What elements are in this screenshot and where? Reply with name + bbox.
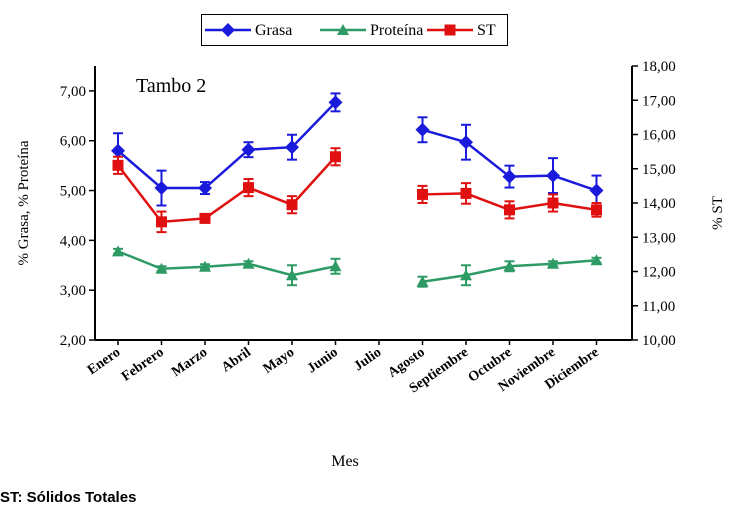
data-point-proteina [112, 245, 124, 257]
chart-annotation: Tambo 2 [136, 75, 206, 97]
data-point-proteina [286, 269, 298, 281]
footnote: ST: Sólidos Totales [0, 489, 137, 506]
x-tick-label: Abril [219, 345, 254, 376]
data-point-st [547, 197, 559, 209]
legend-label-st: ST [477, 22, 496, 39]
left-tick-label: 3,00 [60, 283, 86, 299]
data-point-proteina [547, 257, 559, 269]
data-point-st [591, 204, 602, 216]
right-axis-title: % ST [710, 196, 726, 230]
legend-marker-st [444, 24, 456, 36]
right-tick-label: 12,00 [642, 265, 676, 281]
data-point-proteina [590, 254, 603, 266]
data-point-proteina [242, 257, 255, 269]
data-point-st [330, 151, 341, 163]
data-point-grasa [111, 143, 125, 158]
left-axis-title: % Grasa, % Proteína [16, 140, 32, 265]
x-tick-label: Junio [305, 345, 341, 376]
right-tick-label: 17,00 [642, 93, 676, 109]
right-tick-label: 11,00 [642, 299, 675, 315]
x-tick-label: Enero [85, 345, 123, 378]
data-point-proteina [503, 260, 516, 272]
data-point-st [243, 182, 254, 194]
data-point-st [417, 188, 428, 200]
left-tick-label: 4,00 [60, 233, 86, 249]
data-point-grasa [415, 122, 430, 137]
right-tick-label: 10,00 [642, 333, 676, 349]
x-tick-label: Marzo [169, 345, 210, 380]
series-line-st [117, 155, 337, 224]
data-point-st [199, 212, 211, 224]
legend-label-proteina: Proteína [370, 22, 423, 39]
right-tick-label: 15,00 [642, 162, 676, 178]
right-tick-label: 18,00 [642, 59, 676, 75]
data-point-st [504, 204, 515, 216]
data-point-st [286, 199, 298, 211]
data-point-st [460, 187, 472, 199]
series-line-grasa [117, 101, 337, 190]
x-axis-title: Mes [331, 453, 359, 470]
data-point-proteina [329, 260, 342, 272]
data-point-proteina [460, 269, 472, 281]
x-tick-label: Mayo [261, 345, 298, 377]
left-tick-label: 2,00 [60, 333, 86, 349]
left-tick-label: 7,00 [60, 84, 86, 100]
data-point-grasa [285, 140, 299, 155]
data-point-st [156, 216, 167, 228]
data-point-grasa [589, 183, 604, 198]
data-point-proteina [416, 275, 429, 287]
legend-label-grasa: Grasa [255, 22, 292, 39]
series-line-proteina [117, 250, 336, 277]
data-point-grasa [459, 135, 473, 150]
data-point-grasa [241, 142, 256, 157]
data-point-grasa [546, 168, 560, 183]
data-point-grasa [502, 169, 517, 184]
right-tick-label: 14,00 [642, 196, 676, 212]
data-point-proteina [155, 262, 168, 274]
right-tick-label: 13,00 [642, 230, 676, 246]
left-tick-label: 5,00 [60, 184, 86, 200]
data-point-grasa [328, 95, 343, 110]
data-point-proteina [199, 260, 211, 272]
legend-marker-proteina [337, 24, 349, 35]
data-point-grasa [198, 181, 212, 196]
left-tick-label: 6,00 [60, 134, 86, 150]
right-tick-label: 16,00 [642, 128, 676, 144]
x-tick-label: Julio [351, 345, 384, 374]
data-point-st [112, 159, 124, 171]
data-point-grasa [154, 181, 169, 196]
x-tick-label: Febrero [119, 345, 167, 385]
legend-marker-grasa [221, 23, 235, 37]
